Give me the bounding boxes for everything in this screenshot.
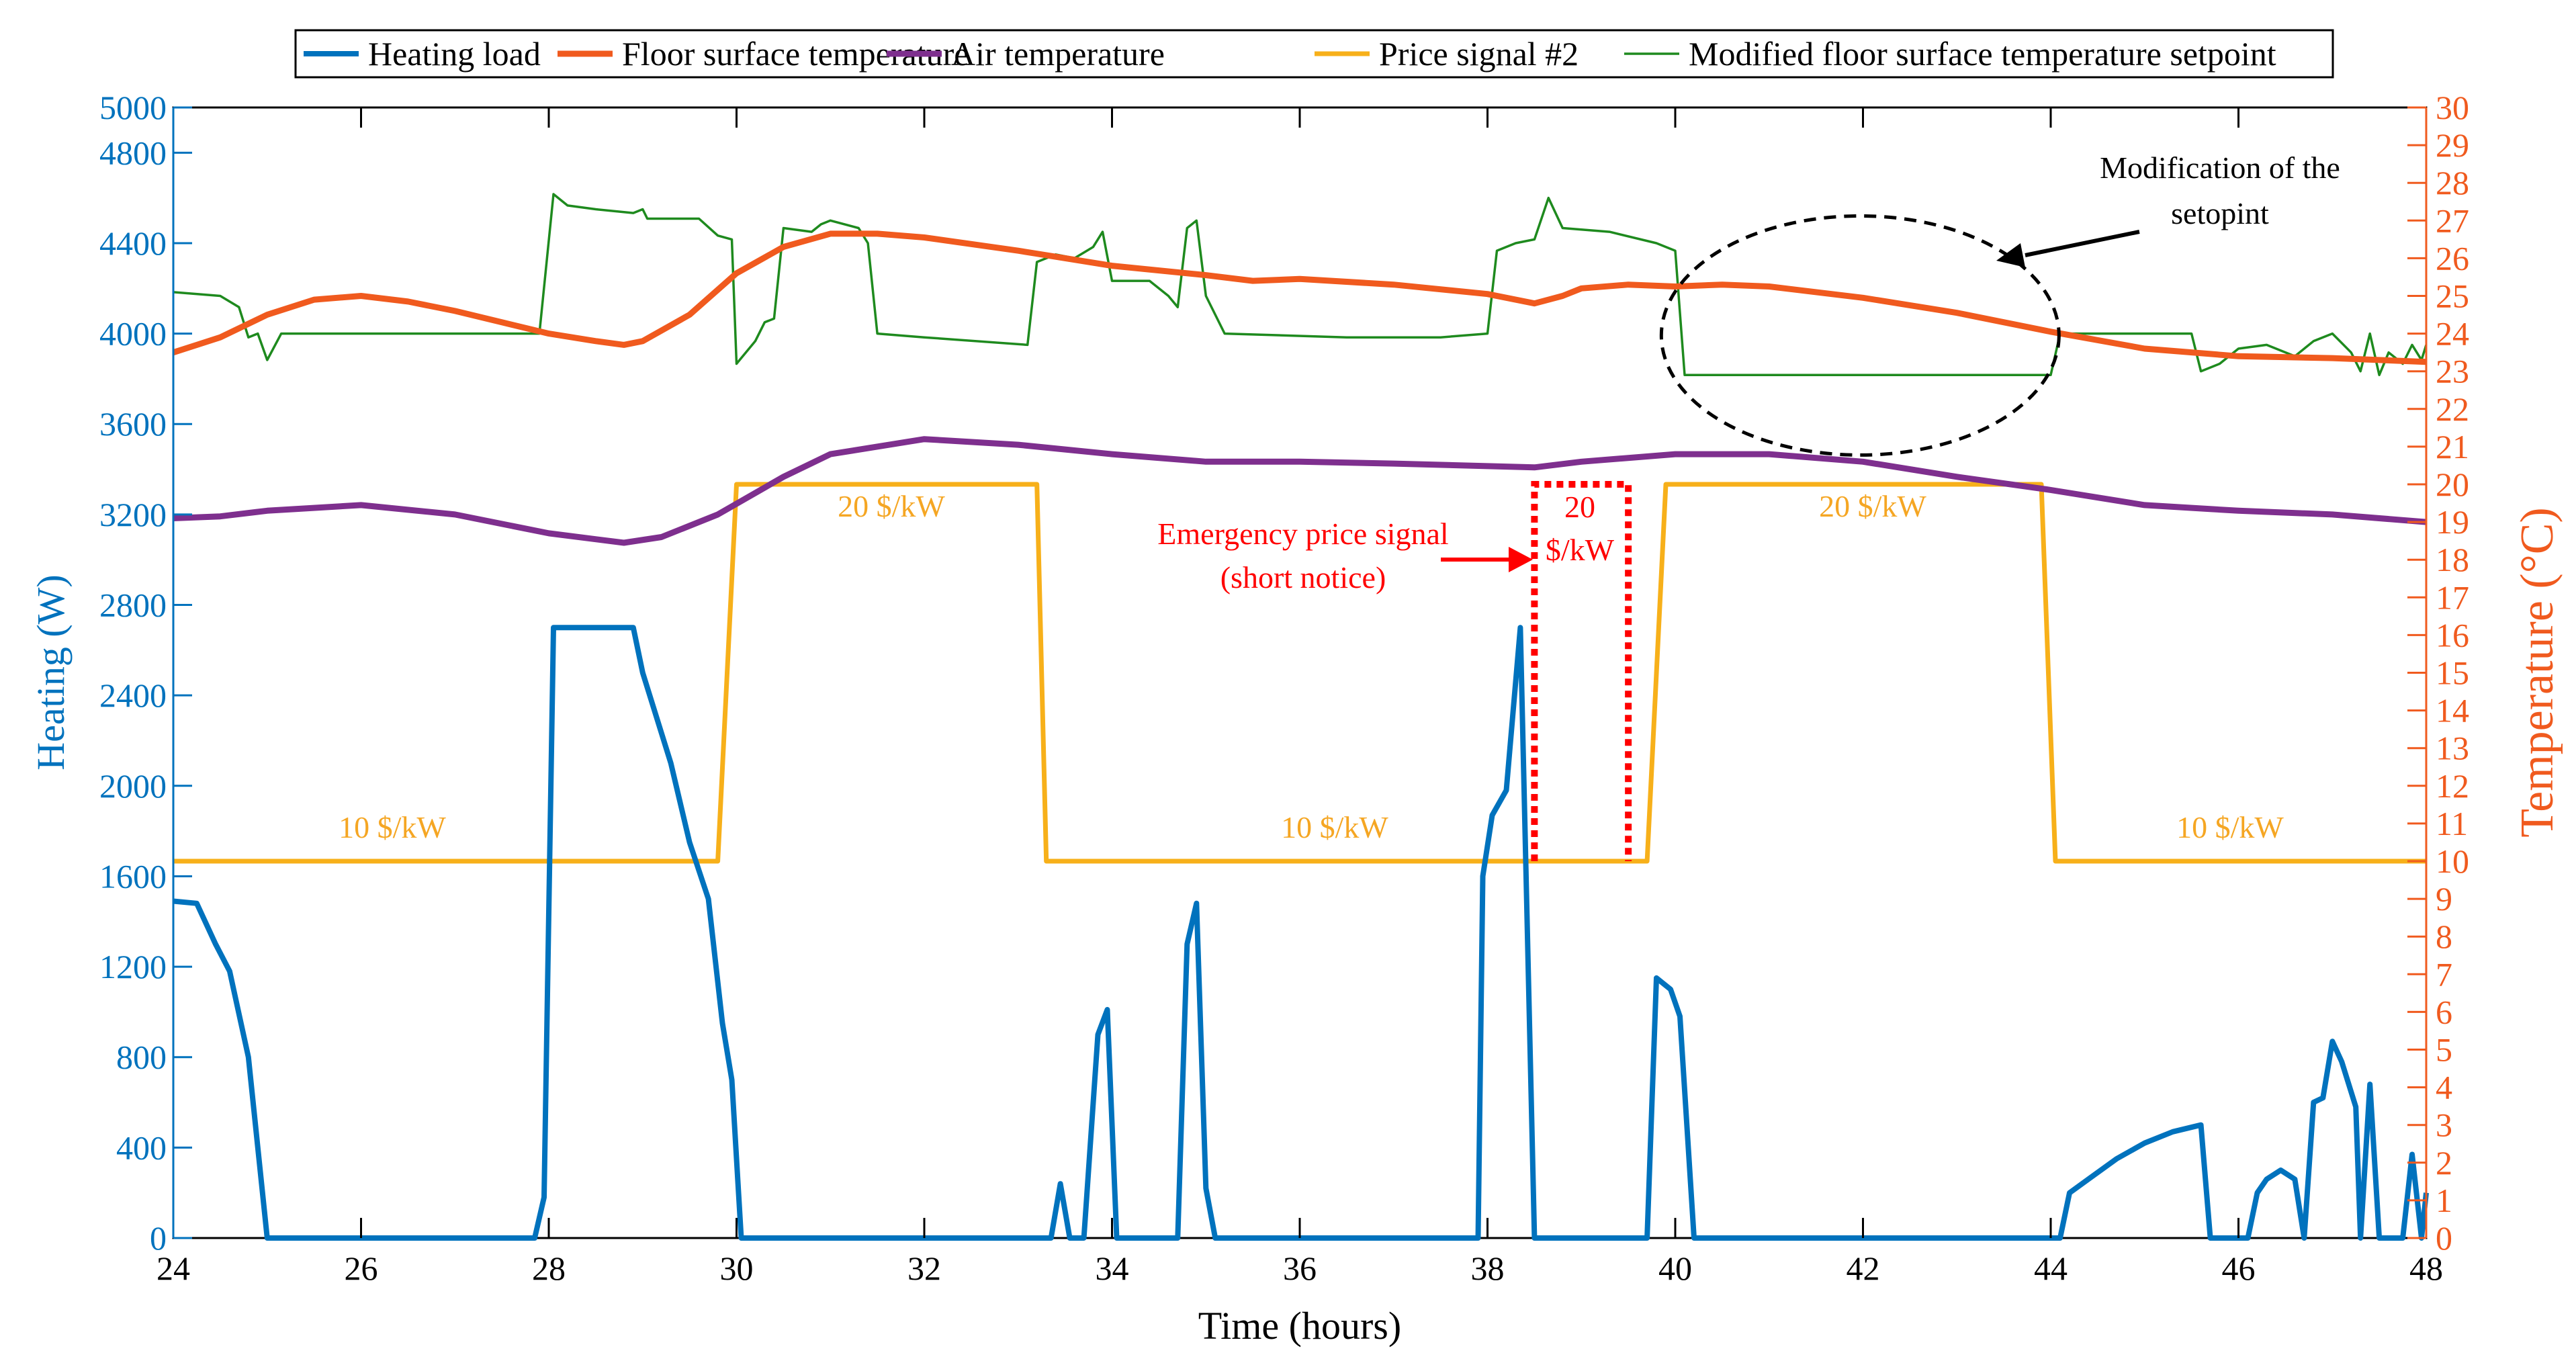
axes-group: 24 26 28 30 32 34 36 38 40 42 44 46 4804008001200160… [29,89,2563,1348]
y-left-tick-label: 1200 [99,948,167,985]
y-left-tick-label: 4400 [99,224,167,262]
emergency-label-line-2: (short notice) [1220,560,1386,594]
x-tick-label: 42 [1847,1249,1880,1287]
y-left-tick-label: 4000 [99,315,167,353]
y-right-tick-label: 4 [2436,1069,2452,1106]
x-tick-label: 48 [2409,1249,2443,1287]
series-line-modified-floor-surface-temperature-setpoint [173,193,2428,377]
y-left-tick-label: 800 [116,1039,167,1076]
x-tick-label: 28 [532,1249,566,1287]
price-label-high-1: 20 $/kW [838,489,945,523]
x-tick-label: 44 [2034,1249,2068,1287]
y-right-tick-label: 10 [2436,842,2469,880]
price-label-low-2: 10 $/kW [1281,810,1388,844]
y-right-tick-label: 12 [2436,767,2469,805]
y-right-tick-label: 9 [2436,880,2452,918]
emergency-price-unit: $/kW [1546,533,1615,567]
y-right-tick-label: 23 [2436,353,2469,390]
emergency-arrow-head [1509,547,1533,572]
modification-label-line-1: Modification of the [2100,150,2340,185]
price-label-low-1: 10 $/kW [339,810,446,844]
y-right-tick-label: 13 [2436,730,2469,767]
series-line-air-temperature [173,436,2427,546]
y-left-tick-label: 400 [116,1129,167,1166]
series-line-price-signal-2 [173,482,2426,864]
emergency-label-line-1: Emergency price signal [1157,517,1448,551]
y-right-tick-label: 15 [2436,654,2469,692]
y-left-tick-label: 4800 [99,134,167,171]
y-right-tick-label: 29 [2436,126,2469,164]
y-right-tick-label: 3 [2436,1106,2452,1144]
x-tick-label: 34 [1096,1249,1129,1287]
legend-label: Price signal #2 [1379,35,1579,73]
modification-label-line-2: setopint [2171,196,2269,230]
y-right-tick-label: 30 [2436,89,2469,126]
y-left-tick-label: 2000 [99,767,167,805]
modification-arrow-shaft [2025,230,2140,257]
y-left-axis-title: Heating (W) [29,574,73,770]
x-tick-label: 46 [2222,1249,2256,1287]
y-right-axis-title: Temperature (°C) [2512,507,2563,837]
legend-label: Air temperature [951,35,1165,73]
y-right-tick-label: 17 [2436,578,2469,616]
y-left-tick-label: 1600 [99,857,167,895]
y-right-tick-label: 14 [2436,692,2469,730]
y-right-tick-label: 16 [2436,616,2469,654]
y-right-tick-label: 11 [2436,805,2468,842]
y-left-tick-label: 5000 [99,89,167,126]
y-right-tick-label: 22 [2436,390,2469,428]
y-right-tick-label: 27 [2436,202,2469,239]
series-line-heating-load [173,625,2429,1241]
y-right-tick-label: 25 [2436,277,2469,315]
y-right-tick-label: 8 [2436,918,2452,955]
y-left-tick-label: 2800 [99,586,167,624]
price-label-low-3: 10 $/kW [2176,810,2284,844]
y-right-tick-label: 0 [2436,1219,2452,1257]
legend-box [294,29,2334,79]
x-tick-label: 26 [345,1249,378,1287]
y-right-tick-label: 24 [2436,315,2469,353]
y-right-tick-label: 2 [2436,1144,2452,1182]
x-tick-label: 38 [1471,1249,1505,1287]
legend: Heating load Floor surface temperatureAir… [294,29,2334,79]
x-tick-label: 36 [1283,1249,1317,1287]
y-right-tick-label: 6 [2436,993,2452,1030]
y-right-tick-label: 19 [2436,503,2469,541]
emergency-price-signal [1531,481,1632,861]
y-right-tick-label: 26 [2436,239,2469,277]
x-tick-label: 40 [1658,1249,1692,1287]
y-right-tick-label: 21 [2436,428,2469,466]
y-right-tick-label: 7 [2436,955,2452,993]
y-left-tick-label: 0 [150,1219,167,1257]
y-left-tick-label: 2400 [99,676,167,714]
modification-ellipse [1659,214,2061,457]
modification-arrow-head [1996,243,2025,267]
y-right-tick-label: 5 [2436,1031,2452,1069]
emergency-price-value: 20 [1564,490,1595,524]
x-tick-label: 32 [907,1249,941,1287]
y-right-tick-label: 18 [2436,541,2469,578]
x-tick-label: 24 [157,1249,190,1287]
x-tick-label: 30 [720,1249,754,1287]
y-right-tick-label: 1 [2436,1182,2452,1219]
legend-label: Heating load [368,35,541,73]
y-right-tick-label: 28 [2436,164,2469,202]
price-label-high-2: 20 $/kW [1819,489,1926,523]
series-group [172,193,2429,1241]
series-line-floor-surface-temperature [172,230,2427,365]
legend-label: Modified floor surface temperature setpo… [1689,35,2276,73]
y-right-tick-label: 20 [2436,466,2469,503]
y-left-tick-label: 3200 [99,496,167,533]
y-left-tick-label: 3600 [99,405,167,443]
x-axis-title: Time (hours) [1198,1304,1401,1348]
